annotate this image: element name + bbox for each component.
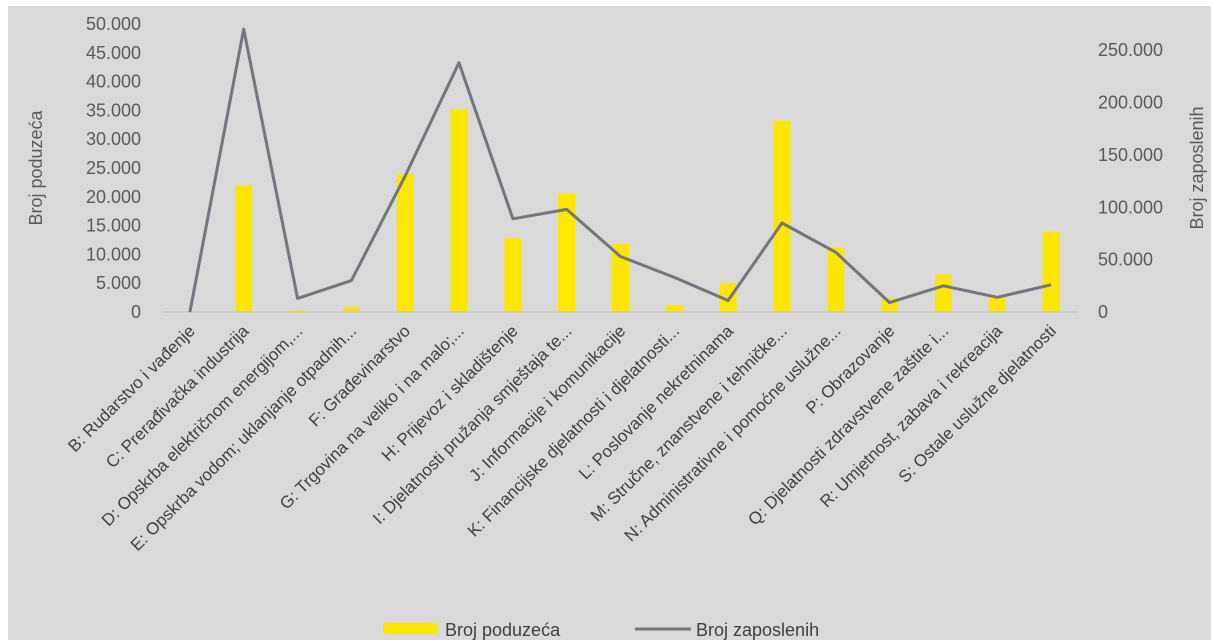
left-tick-label: 35.000 <box>86 100 141 120</box>
bar <box>235 185 253 312</box>
legend-line-label: Broj zaposlenih <box>696 620 819 640</box>
bar <box>1042 231 1060 312</box>
bar-series <box>181 109 1060 312</box>
category-label: M: Stručne, znanstvene i tehničke... <box>587 321 791 525</box>
bar <box>504 238 522 312</box>
category-label: I: Djelatnosti pružanja smještaja te... <box>369 321 576 528</box>
left-tick-label: 20.000 <box>86 187 141 207</box>
left-tick-label: 15.000 <box>86 216 141 236</box>
line-series <box>188 27 1052 313</box>
combo-chart: 0 5.000 10.000 15.000 20.000 25.000 30.000 35.0… <box>26 14 1207 640</box>
bar <box>988 297 1006 312</box>
left-tick-label: 0 <box>131 302 141 322</box>
right-tick-label: 0 <box>1098 302 1108 322</box>
bar <box>934 274 952 312</box>
right-tick-label: 50.000 <box>1098 250 1153 270</box>
bar <box>450 109 468 312</box>
bar <box>827 247 845 312</box>
legend-bar-swatch <box>383 623 438 634</box>
left-tick-label: 5.000 <box>96 273 141 293</box>
bar <box>558 193 576 312</box>
bar <box>289 310 307 312</box>
right-tick-label: 250.000 <box>1098 40 1163 60</box>
bar <box>612 244 629 312</box>
bar <box>342 307 360 312</box>
left-tick-label: 30.000 <box>86 129 141 149</box>
bar <box>719 283 737 312</box>
category-label: F: Građevinarstvo <box>305 321 414 430</box>
bar <box>665 305 683 312</box>
chart-area: 0 5.000 10.000 15.000 20.000 25.000 30.000 35.0… <box>8 6 1211 640</box>
right-tick-label: 100.000 <box>1098 197 1163 217</box>
right-tick-label: 200.000 <box>1098 93 1163 113</box>
bar <box>396 173 414 312</box>
left-axis-ticks: 0 5.000 10.000 15.000 20.000 25.000 30.000 35.0… <box>86 14 141 322</box>
right-axis-ticks: 0 50.000 100.000 150.000 200.000 250.000 <box>1098 40 1163 322</box>
left-axis-title: Broj poduzeća <box>26 109 46 225</box>
legend-bar-label: Broj poduzeća <box>445 620 561 640</box>
category-label: Q: Djelatnosti zdravstvene zaštite i... <box>744 321 952 529</box>
category-label: D: Opskrba električnom energijom,... <box>98 321 307 530</box>
left-tick-label: 25.000 <box>86 158 141 178</box>
right-axis-title: Broj zaposlenih <box>1187 106 1207 229</box>
bar <box>773 120 791 312</box>
left-tick-label: 10.000 <box>86 244 141 264</box>
legend: Broj poduzeća Broj zaposlenih <box>383 620 819 640</box>
right-tick-label: 150.000 <box>1098 145 1163 165</box>
left-tick-label: 40.000 <box>86 72 141 92</box>
left-tick-label: 45.000 <box>86 43 141 63</box>
left-tick-label: 50.000 <box>86 14 141 34</box>
